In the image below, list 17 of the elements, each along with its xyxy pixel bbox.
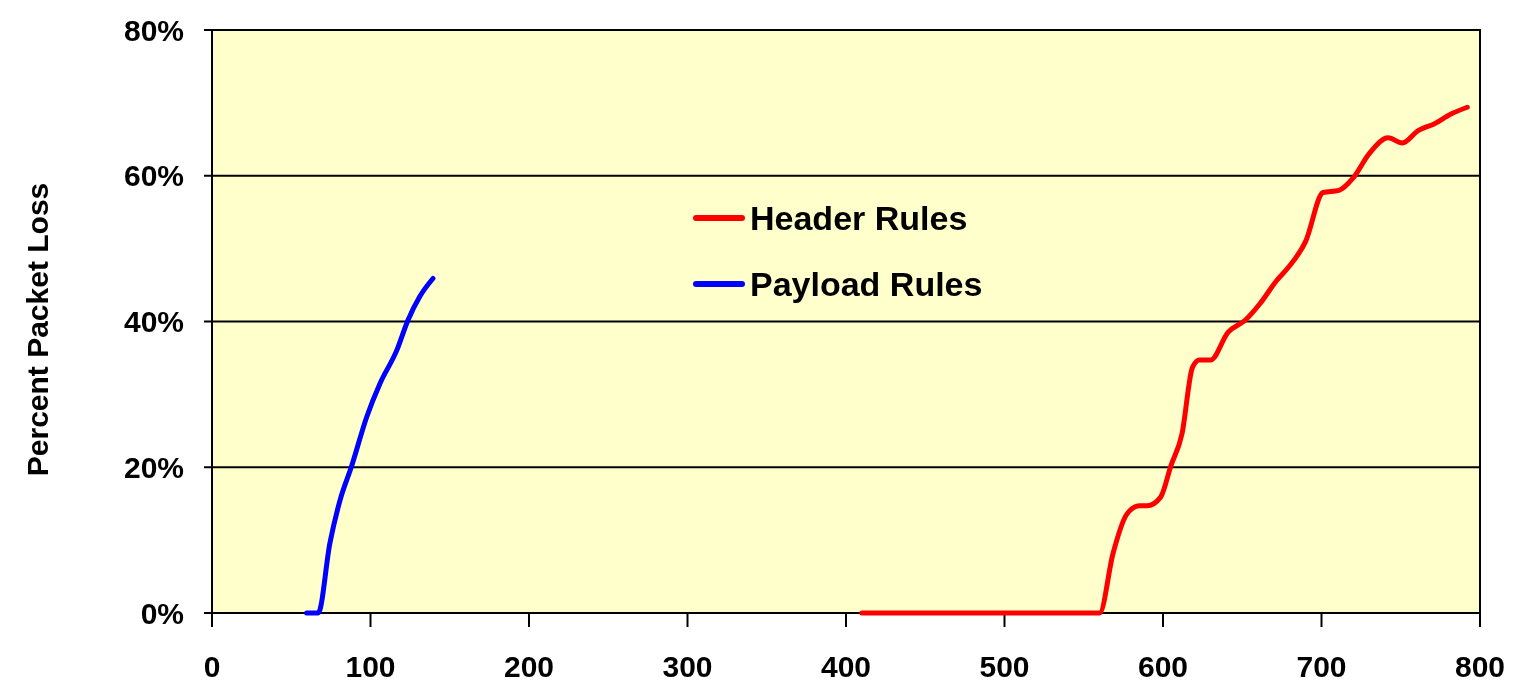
x-tick-label: 500 — [979, 650, 1030, 683]
x-tick-label: 800 — [1454, 650, 1506, 683]
y-tick-label: 20% — [123, 450, 184, 484]
x-tick-label: 400 — [820, 650, 872, 683]
x-tick-label: 200 — [503, 650, 555, 683]
x-tick-label: 300 — [662, 650, 713, 683]
y-axis-title: Percent Packet Loss — [21, 182, 54, 477]
y-tick-label: 40% — [123, 305, 184, 338]
y-tick-label: 80% — [123, 13, 184, 47]
y-tick-label: 0% — [140, 596, 184, 630]
y-tick-label: 60% — [123, 159, 184, 193]
x-tick-label: 100 — [345, 650, 396, 683]
x-tick-label: 600 — [1137, 650, 1189, 683]
legend-label: Payload Rules — [750, 264, 983, 303]
x-tick-label: 0 — [203, 650, 221, 683]
x-tick-label: 700 — [1296, 650, 1347, 683]
legend-label: Header Rules — [750, 198, 968, 237]
